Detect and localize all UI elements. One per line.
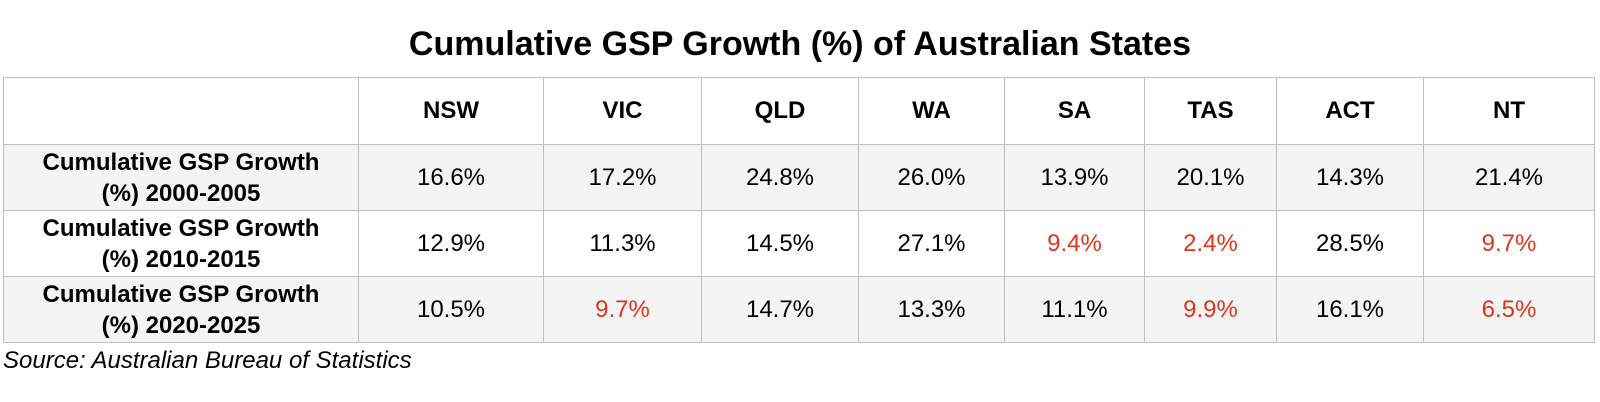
column-header: TAS bbox=[1144, 77, 1277, 145]
row-header: Cumulative GSP Growth (%) 2010-2015 bbox=[3, 210, 359, 277]
value-cell: 9.7% bbox=[1423, 210, 1595, 277]
value-cell: 11.3% bbox=[543, 210, 702, 277]
column-header: NT bbox=[1423, 77, 1595, 145]
value-cell: 10.5% bbox=[358, 276, 544, 343]
column-header: ACT bbox=[1276, 77, 1424, 145]
value-cell: 9.7% bbox=[543, 276, 702, 343]
value-cell: 12.9% bbox=[358, 210, 544, 277]
value-cell: 14.3% bbox=[1276, 144, 1424, 211]
row-header: Cumulative GSP Growth (%) 2000-2005 bbox=[3, 144, 359, 211]
row-header-period: (%) 2020-2025 bbox=[101, 311, 261, 339]
column-header: VIC bbox=[543, 77, 702, 145]
value-cell: 26.0% bbox=[858, 144, 1005, 211]
table-row: Cumulative GSP Growth (%) 2010-2015 12.9% 1… bbox=[3, 210, 1595, 277]
corner-cell bbox=[3, 77, 359, 145]
column-header: NSW bbox=[358, 77, 544, 145]
column-header: SA bbox=[1004, 77, 1145, 145]
column-header: WA bbox=[858, 77, 1005, 145]
value-cell: 24.8% bbox=[701, 144, 859, 211]
value-cell: 9.4% bbox=[1004, 210, 1145, 277]
value-cell: 13.3% bbox=[858, 276, 1005, 343]
value-cell: 28.5% bbox=[1276, 210, 1424, 277]
row-header-line: Cumulative GSP Growth bbox=[42, 280, 320, 308]
column-header: QLD bbox=[701, 77, 859, 145]
table-row: Cumulative GSP Growth (%) 2000-2005 16.6% 1… bbox=[3, 144, 1595, 211]
header-row: NSW VIC QLD WA SA TAS ACT NT bbox=[3, 77, 1595, 145]
row-header-period: (%) 2010-2015 bbox=[101, 245, 261, 273]
value-cell: 13.9% bbox=[1004, 144, 1145, 211]
value-cell: 11.1% bbox=[1004, 276, 1145, 343]
row-header-period: (%) 2000-2005 bbox=[101, 179, 261, 207]
value-cell: 14.7% bbox=[701, 276, 859, 343]
value-cell: 14.5% bbox=[701, 210, 859, 277]
value-cell: 20.1% bbox=[1144, 144, 1277, 211]
value-cell: 16.6% bbox=[358, 144, 544, 211]
table-row: Cumulative GSP Growth (%) 2020-2025 10.5% 9… bbox=[3, 276, 1595, 343]
table-title: Cumulative GSP Growth (%) of Australian … bbox=[408, 25, 1192, 63]
value-cell: 27.1% bbox=[858, 210, 1005, 277]
value-cell: 17.2% bbox=[543, 144, 702, 211]
row-header: Cumulative GSP Growth (%) 2020-2025 bbox=[3, 276, 359, 343]
gsp-growth-table: NSW VIC QLD WA SA TAS ACT NT Cumulative … bbox=[3, 77, 1595, 343]
value-cell: 9.9% bbox=[1144, 276, 1277, 343]
row-header-line: Cumulative GSP Growth bbox=[42, 214, 320, 242]
value-cell: 21.4% bbox=[1423, 144, 1595, 211]
source-note: Source: Australian Bureau of Statistics bbox=[3, 347, 412, 374]
row-header-line: Cumulative GSP Growth bbox=[42, 148, 320, 176]
value-cell: 2.4% bbox=[1144, 210, 1277, 277]
value-cell: 16.1% bbox=[1276, 276, 1424, 343]
value-cell: 6.5% bbox=[1423, 276, 1595, 343]
